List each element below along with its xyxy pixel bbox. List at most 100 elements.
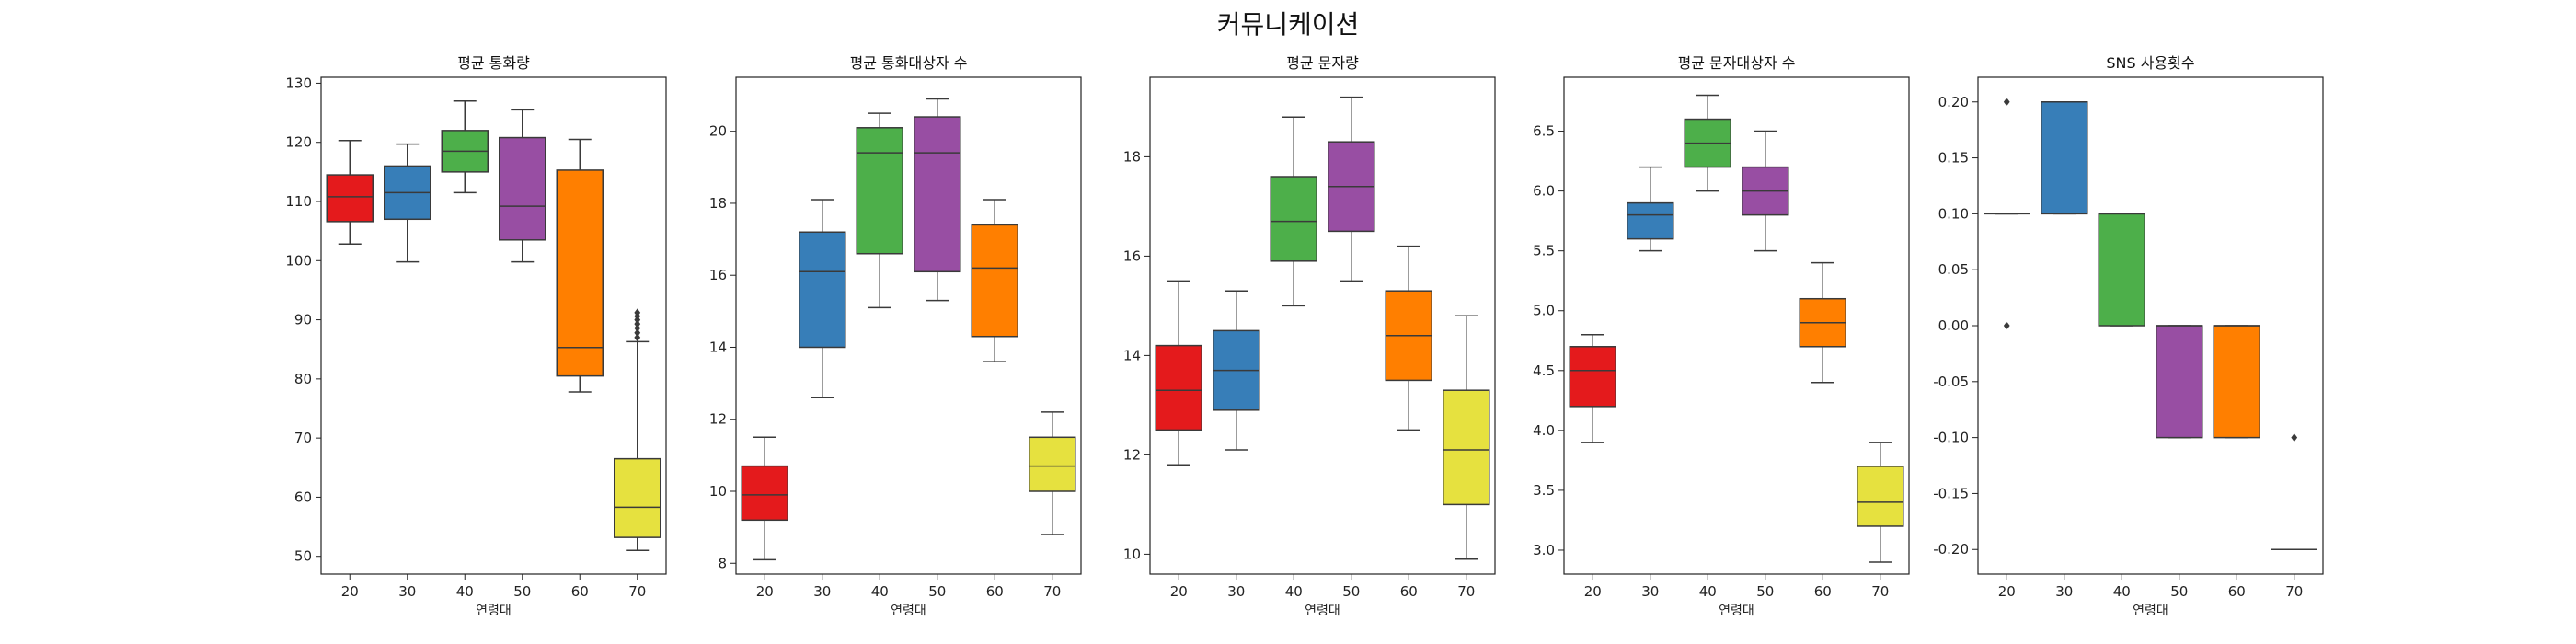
x-axis-label: 연령대: [1305, 604, 1340, 618]
panel-title: 평균 통화대상자 수: [850, 54, 968, 72]
box-body: [1627, 201, 1674, 240]
y-tick-label: 8: [718, 555, 727, 571]
box-body: [1155, 344, 1202, 431]
plot-frame: [735, 76, 1082, 575]
box-20: [326, 140, 374, 246]
box-50: [2156, 325, 2203, 439]
x-tick-label: 50: [928, 583, 946, 600]
box-body: [2213, 325, 2260, 439]
chart-panel-1: 평균 통화량 50 60 70 80 90 100 110 120 130 20 30 40 50 60 70…: [285, 54, 667, 618]
x-tick-label: 70: [628, 583, 646, 600]
y-tick-label: 4.0: [1533, 422, 1555, 439]
box-20: [1569, 334, 1616, 443]
box-body: [1857, 466, 1904, 527]
x-tick-label: 30: [813, 583, 831, 600]
plot-frame: [1977, 76, 2324, 575]
y-tick-label: 14: [1123, 347, 1141, 363]
y-tick-label: 16: [1123, 247, 1141, 264]
box-60: [556, 138, 604, 393]
box-body: [1443, 389, 1490, 506]
box-40: [856, 112, 903, 309]
x-axis-label: 연령대: [1719, 604, 1754, 618]
y-tick-label: 4.5: [1533, 362, 1555, 379]
box-body: [326, 174, 374, 223]
x-tick-label: 70: [1871, 583, 1889, 600]
y-tick-label: 60: [294, 489, 312, 505]
outlier-point: [634, 333, 641, 342]
x-tick-label: 40: [1699, 583, 1717, 600]
y-tick-label: 18: [1123, 148, 1141, 165]
y-tick-label: 14: [709, 339, 727, 355]
y-tick-label: 90: [294, 312, 312, 328]
box-60: [1799, 261, 1846, 384]
box-60: [2213, 325, 2260, 439]
box-30: [2041, 101, 2088, 215]
x-tick-label: 30: [1641, 583, 1659, 600]
box-body: [1569, 346, 1616, 408]
box-20: [1984, 98, 2030, 330]
y-tick-label: 16: [709, 267, 727, 283]
box-body: [2098, 213, 2145, 327]
box-50: [499, 109, 546, 263]
x-axis-label: 연령대: [2133, 604, 2168, 618]
box-body: [2156, 325, 2203, 439]
x-axis-label: 연령대: [476, 604, 512, 618]
panel-title: SNS 사용횟수: [2106, 54, 2194, 72]
box-body: [856, 127, 903, 255]
y-tick-label: 3.5: [1533, 482, 1555, 499]
y-tick-label: 100: [285, 252, 312, 269]
y-tick-label: 120: [285, 134, 312, 151]
x-tick-label: 60: [2228, 583, 2246, 600]
x-tick-label: 40: [871, 583, 889, 600]
box-50: [1328, 96, 1375, 282]
box-body: [556, 169, 604, 377]
x-tick-label: 50: [1342, 583, 1360, 600]
x-tick-label: 20: [756, 583, 774, 600]
y-tick-label: 6.0: [1533, 183, 1555, 200]
box-70: [1029, 411, 1076, 535]
box-50: [1742, 130, 1789, 252]
plot-frame: [320, 76, 667, 575]
x-tick-label: 70: [2285, 583, 2303, 600]
box-body: [614, 457, 661, 538]
box-70: [1443, 315, 1490, 560]
box-30: [799, 199, 846, 399]
x-tick-label: 50: [2170, 583, 2188, 600]
box-40: [1270, 116, 1317, 307]
box-body: [914, 116, 961, 273]
x-tick-label: 70: [1457, 583, 1475, 600]
y-tick-label: 0.05: [1938, 261, 1969, 278]
y-tick-label: 5.0: [1533, 303, 1555, 319]
box-40: [1684, 94, 1731, 192]
y-tick-label: -0.10: [1933, 430, 1969, 446]
outlier-point: [634, 328, 641, 338]
chart-panel-4: 평균 문자대상자 수 3.0 3.5 4.0 4.5 5.0 5.5 6.0 6.5 20 30 40…: [1533, 54, 1910, 618]
y-tick-label: 12: [709, 411, 727, 428]
y-tick-label: 12: [1123, 446, 1141, 463]
figure-title: 커뮤니케이션: [1217, 9, 1360, 40]
y-tick-label: 6.5: [1533, 123, 1555, 140]
y-tick-label: 0.20: [1938, 94, 1969, 110]
box-body: [1029, 436, 1076, 492]
outlier-point: [2003, 98, 2010, 107]
y-tick-label: 0.00: [1938, 317, 1969, 334]
x-tick-label: 60: [1400, 583, 1418, 600]
box-body: [2041, 101, 2088, 215]
y-tick-label: 110: [285, 193, 312, 210]
y-tick-label: 0.15: [1938, 150, 1969, 167]
y-tick-label: 18: [709, 195, 727, 212]
x-tick-label: 40: [456, 583, 474, 600]
x-tick-label: 70: [1043, 583, 1061, 600]
y-tick-label: 3.0: [1533, 542, 1555, 558]
x-tick-label: 50: [513, 583, 531, 600]
y-tick-label: -0.15: [1933, 485, 1969, 501]
box-body: [971, 224, 1018, 338]
chart-panel-3: 평균 문자량 10 12 14 16 18 20 30 40 50 60 70 연령대: [1123, 54, 1496, 618]
chart-panels: 평균 통화량 50 60 70 80 90 100 110 120 130 20 30 40 50 60 70…: [285, 54, 2324, 618]
x-tick-label: 60: [571, 583, 589, 600]
y-tick-label: 0.10: [1938, 205, 1969, 222]
box-30: [384, 143, 431, 263]
x-tick-label: 20: [1584, 583, 1602, 600]
box-50: [914, 98, 961, 302]
